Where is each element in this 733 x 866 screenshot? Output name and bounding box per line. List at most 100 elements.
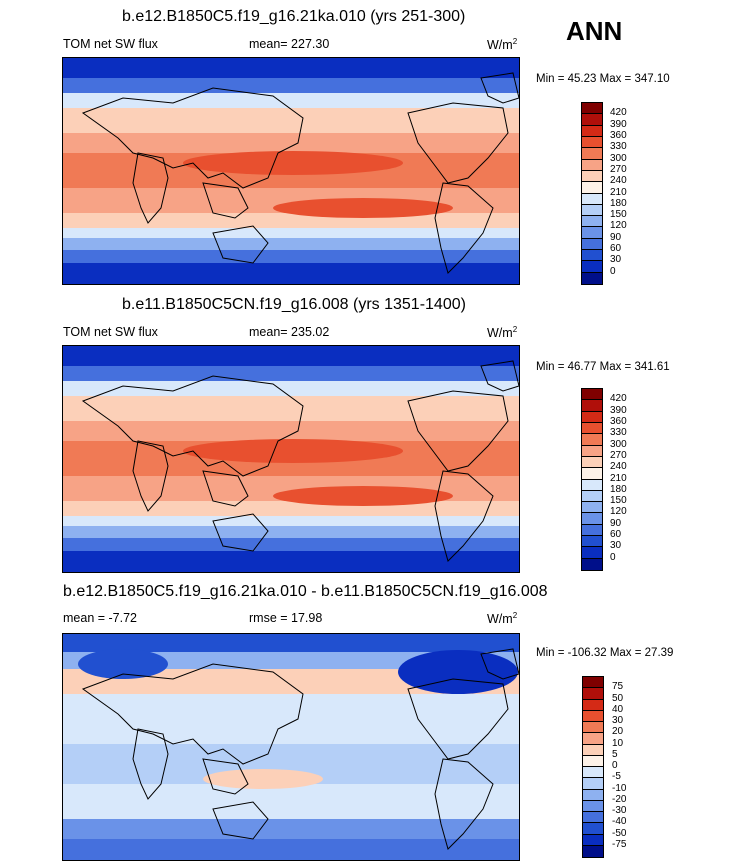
colorbar-tick-label: 60 xyxy=(610,529,622,541)
colorbar-swatch xyxy=(582,468,602,480)
colorbar-swatch xyxy=(583,744,603,756)
colorbar-tick-label: -10 xyxy=(612,782,627,794)
min-max-label: Min = 46.77 Max = 341.61 xyxy=(536,361,670,373)
map-plot xyxy=(62,633,520,861)
colorbar-swatch xyxy=(583,722,603,734)
colorbar-swatch xyxy=(582,261,602,273)
colorbar-swatch xyxy=(582,411,602,423)
colorbar-swatch xyxy=(583,789,603,801)
colorbar-swatch xyxy=(582,445,602,457)
colorbar-tick-label: 180 xyxy=(610,197,627,209)
min-max-label: Min = 45.23 Max = 347.10 xyxy=(536,73,670,85)
colorbar-tick-label: 0 xyxy=(612,760,618,771)
colorbar-swatch xyxy=(583,834,603,846)
colorbar-tick-label: 10 xyxy=(612,737,624,749)
variable-label: TOM net SW flux xyxy=(63,37,158,51)
colorbar-swatch xyxy=(582,524,602,537)
colorbar-tick-label: 150 xyxy=(610,209,627,221)
colorbar-tick-label: 330 xyxy=(610,427,627,439)
colorbar-tick-label: 90 xyxy=(610,231,622,243)
colorbar-swatch xyxy=(582,148,602,160)
colorbar-tick-label: 210 xyxy=(610,472,627,484)
colorbar-tick-label: 300 xyxy=(610,438,627,450)
colorbar-tick-label: 90 xyxy=(610,517,622,529)
units-label: W/m2 xyxy=(487,325,518,341)
colorbar-swatch xyxy=(582,182,602,194)
units-label: W/m2 xyxy=(487,611,518,627)
colorbar-swatch xyxy=(583,767,603,779)
colorbar-tick-label: 0 xyxy=(610,265,616,277)
colorbar-swatch xyxy=(583,688,603,700)
colorbar-tick-label: 270 xyxy=(610,449,627,461)
colorbar-tick-label: 150 xyxy=(610,495,627,507)
colorbar-swatch xyxy=(582,456,602,469)
colorbar-swatch xyxy=(583,677,603,689)
colorbar-swatch xyxy=(582,250,602,262)
colorbar-swatch xyxy=(582,536,602,548)
colorbar-tick-label: -20 xyxy=(612,793,627,805)
colorbar-tick-label: 120 xyxy=(610,506,627,518)
colorbar-tick-label: 360 xyxy=(610,415,627,427)
variable-label: TOM net SW flux xyxy=(63,325,158,339)
colorbar-swatch xyxy=(582,159,602,171)
colorbar-swatch xyxy=(582,216,602,228)
colorbar-tick-label: -30 xyxy=(612,805,627,816)
colorbar-tick-label: 270 xyxy=(610,163,627,175)
colorbar-swatch xyxy=(583,800,603,812)
colorbar-tick-label: 240 xyxy=(610,461,627,473)
colorbar-tick-label: 180 xyxy=(610,483,627,495)
min-max-label: Min = -106.32 Max = 27.39 xyxy=(536,647,674,659)
colorbar-swatch xyxy=(582,389,602,401)
colorbar xyxy=(581,102,603,285)
colorbar-tick-label: -50 xyxy=(612,827,627,839)
colorbar-swatch xyxy=(582,227,602,239)
colorbar-swatch xyxy=(582,547,602,559)
colorbar-swatch xyxy=(582,434,602,446)
colorbar-swatch xyxy=(583,778,603,790)
colorbar-tick-label: 420 xyxy=(610,107,627,119)
colorbar-tick-label: 360 xyxy=(610,129,627,141)
rmse-label: rmse = 17.98 xyxy=(249,611,323,625)
season-label: ANN xyxy=(566,16,623,46)
colorbar-swatch xyxy=(582,558,602,570)
map-plot xyxy=(62,345,520,573)
colorbar-swatch xyxy=(582,513,602,525)
colorbar-swatch xyxy=(582,193,602,205)
panel-title: b.e11.B1850C5CN.f19_g16.008 (yrs 1351-14… xyxy=(122,296,466,313)
colorbar-swatch xyxy=(582,502,602,514)
mean-label: mean= 227.30 xyxy=(249,37,330,51)
colorbar-swatch xyxy=(582,272,602,284)
colorbar-swatch xyxy=(583,845,603,857)
colorbar-swatch xyxy=(583,755,603,767)
colorbar xyxy=(582,676,604,858)
colorbar-swatch xyxy=(583,812,603,824)
colorbar-swatch xyxy=(582,103,602,115)
colorbar-tick-label: 420 xyxy=(610,393,627,405)
colorbar-swatch xyxy=(582,136,602,149)
colorbar-swatch xyxy=(582,238,602,251)
colorbar-swatch xyxy=(582,170,602,183)
colorbar-tick-label: 210 xyxy=(610,186,627,198)
colorbar-swatch xyxy=(583,699,603,711)
map-plot xyxy=(62,57,520,285)
colorbar-tick-label: 30 xyxy=(610,540,622,552)
colorbar-swatch xyxy=(582,204,602,217)
colorbar-tick-label: -75 xyxy=(612,838,627,850)
mean-label: mean= 235.02 xyxy=(249,325,330,339)
colorbar-swatch xyxy=(582,422,602,435)
colorbar-tick-label: 5 xyxy=(612,748,618,760)
colorbar-swatch xyxy=(582,125,602,137)
colorbar-tick-label: 40 xyxy=(612,703,624,715)
colorbar-tick-label: 390 xyxy=(610,404,627,416)
colorbar-swatch xyxy=(582,490,602,503)
colorbar-swatch xyxy=(582,400,602,412)
mean-label: mean = -7.72 xyxy=(63,611,138,625)
colorbar-tick-label: 300 xyxy=(610,152,627,164)
colorbar-tick-label: 390 xyxy=(610,118,627,130)
colorbar-tick-label: -5 xyxy=(612,771,621,783)
colorbar-tick-label: 330 xyxy=(610,141,627,153)
colorbar-swatch xyxy=(582,114,602,126)
colorbar-tick-label: 20 xyxy=(612,726,624,738)
colorbar-tick-label: 75 xyxy=(612,681,624,693)
colorbar-tick-label: 50 xyxy=(612,692,624,704)
